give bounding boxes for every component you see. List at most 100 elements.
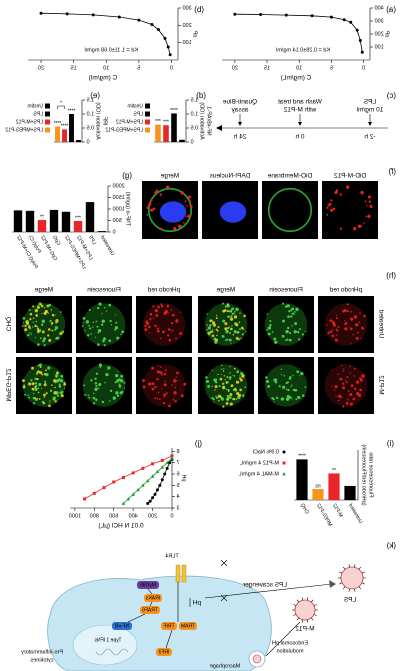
vesicle-stain	[114, 381, 117, 384]
vesicle-stain	[334, 385, 338, 389]
event-text: LPS	[363, 99, 376, 106]
pathway-arrow	[149, 601, 153, 607]
particle-stain	[146, 213, 149, 216]
series-line	[147, 459, 173, 504]
panel-label: (e)	[90, 91, 100, 100]
vesicle-stain	[285, 397, 290, 401]
vesicle-stain	[227, 390, 230, 392]
y-tick-label: 1500	[113, 195, 125, 201]
vesicle-stain	[163, 396, 165, 398]
legend-label: LPS	[133, 111, 143, 117]
vesicle-stain	[212, 329, 214, 331]
vesicle-stain	[49, 319, 52, 323]
vesicle-stain	[235, 380, 240, 384]
vesicle-stain	[159, 366, 162, 369]
y-axis-label: dP	[192, 30, 198, 37]
vesicle-stain	[183, 382, 187, 386]
vesicle-stain	[281, 373, 283, 376]
particle-stain	[330, 208, 334, 212]
row-label: M-P12	[377, 375, 384, 395]
point	[355, 28, 359, 32]
vesicle-stain	[282, 319, 285, 323]
particle-spike	[358, 566, 361, 570]
vesicle-stain	[44, 380, 46, 383]
vesicle-stain	[98, 363, 102, 367]
legend-swatch	[45, 103, 50, 109]
x-tick-label: 15	[71, 65, 77, 71]
vesicle-stain	[115, 374, 119, 378]
endosomal-label: modulation	[277, 648, 304, 654]
vesicle-stain	[165, 369, 167, 372]
vesicle-stain	[170, 384, 173, 386]
vesicle-stain	[214, 385, 218, 389]
vesicle-stain	[151, 382, 155, 386]
vesicle-stain	[94, 336, 97, 339]
vesicle-stain	[221, 373, 223, 376]
vesicle-stain	[229, 402, 233, 406]
vesicle-stain	[273, 337, 277, 341]
legend-label: LPS+M-P12	[116, 119, 143, 125]
x-tick-label: 5	[330, 65, 333, 71]
vesicle-stain	[220, 368, 222, 370]
vesicle-stain	[214, 338, 218, 342]
point	[166, 45, 170, 49]
point	[83, 497, 87, 501]
vesicle-stain	[288, 310, 291, 313]
vesicle-stain	[304, 386, 307, 388]
particle-spike	[296, 617, 299, 621]
vesicle-stain	[217, 399, 220, 402]
vesicle-stain	[212, 321, 216, 325]
vesicle-stain	[337, 399, 340, 402]
cell-haze	[142, 303, 186, 346]
panel-label: (j)	[195, 439, 202, 448]
vesicle-stain	[349, 366, 351, 368]
vesicle-stain	[344, 379, 346, 381]
endosome-arrow	[265, 621, 301, 657]
vesicle-stain	[346, 376, 349, 379]
particle-stain	[330, 199, 333, 202]
vesicle-stain	[25, 320, 29, 324]
bracket-label: *	[60, 100, 62, 106]
vesicle-stain	[233, 311, 236, 313]
vesicle-stain	[59, 391, 63, 395]
vesicle-stain	[156, 377, 159, 381]
bar	[344, 485, 356, 500]
point	[310, 14, 314, 18]
vesicle-stain	[216, 334, 218, 337]
x-tick-label: 10	[296, 65, 302, 71]
vesicle-stain	[156, 397, 159, 400]
vesicle-stain	[233, 375, 236, 377]
legend-swatch	[145, 119, 150, 125]
vesicle-stain	[104, 306, 106, 309]
vesicle-stain	[286, 394, 290, 398]
point	[155, 488, 159, 492]
particle-stain	[173, 227, 177, 231]
vesicle-stain	[154, 309, 158, 313]
vesicle-stain	[123, 387, 126, 389]
pathway-label: IRF3	[158, 649, 169, 655]
cell-haze	[264, 303, 308, 346]
row-label: MPEG-P12	[4, 368, 11, 401]
vesicle-stain	[149, 318, 152, 321]
vesicle-stain	[90, 379, 93, 382]
vesicle-stain	[345, 401, 349, 405]
legend-swatch	[45, 127, 50, 133]
vesicle-stain	[206, 380, 208, 382]
particle-stain	[188, 200, 192, 203]
vesicle-stain	[96, 306, 100, 310]
vesicle-stain	[298, 338, 301, 341]
vesicle-stain	[342, 405, 345, 408]
vesicle-stain	[301, 333, 304, 336]
vesicle-stain	[230, 327, 233, 331]
vesicle-stain	[48, 338, 52, 342]
vesicle-stain	[291, 384, 293, 386]
vesicle-stain	[93, 392, 95, 395]
vesicle-stain	[239, 375, 241, 377]
point	[329, 15, 333, 19]
vesicle-stain	[41, 330, 45, 334]
vesicle-stain	[300, 372, 304, 376]
point	[131, 492, 135, 496]
vesicle-stain	[355, 380, 360, 384]
vesicle-stain	[43, 344, 46, 347]
lps-label: LPS	[343, 597, 356, 604]
